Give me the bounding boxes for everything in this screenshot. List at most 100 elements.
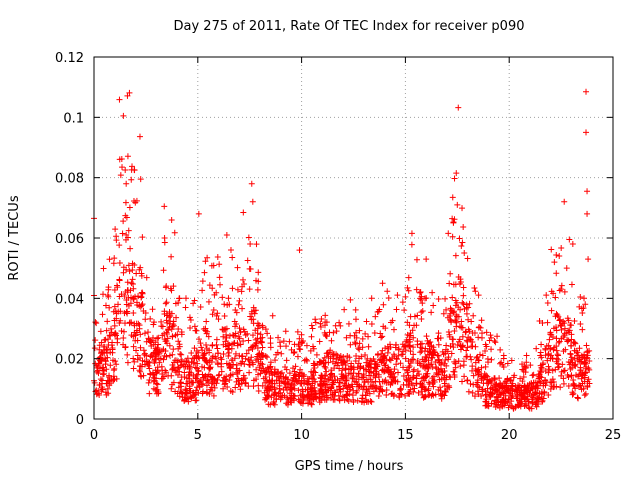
data-point [201,354,208,361]
data-point [365,333,372,340]
data-point [535,401,542,408]
data-point [255,371,262,378]
data-point [435,295,442,302]
data-point [114,339,121,346]
data-point [577,320,584,327]
data-point [326,329,333,336]
data-point [227,371,234,378]
data-point [584,349,591,356]
data-point [451,368,458,375]
data-point [122,343,129,350]
data-point [446,373,453,380]
data-point [341,380,348,387]
data-point [193,397,200,404]
data-point [174,331,181,338]
data-point [419,308,426,315]
data-point [386,368,393,375]
data-point [252,357,259,364]
data-point [245,234,252,241]
data-point [511,388,518,395]
data-point [404,319,411,326]
data-point [429,364,436,371]
data-point [402,392,409,399]
data-point [161,373,168,380]
data-point [122,199,129,206]
data-point [233,321,240,328]
data-point [158,363,165,370]
data-point [517,375,524,382]
data-point [136,367,143,374]
data-point [204,359,211,366]
data-point [268,383,275,390]
data-point [283,357,290,364]
data-point [395,346,402,353]
data-point [173,314,180,321]
data-point [550,346,557,353]
data-point [405,390,412,397]
data-point [417,289,424,296]
data-point [394,292,401,299]
data-point [116,276,123,283]
data-point [449,194,456,201]
data-point [182,295,189,302]
data-point [181,397,188,404]
data-point [187,325,194,332]
data-point [350,370,357,377]
data-point [195,210,202,217]
data-point [273,351,280,358]
data-point [322,312,329,319]
data-point [574,352,581,359]
data-point [304,386,311,393]
data-point [380,355,387,362]
data-point [346,384,353,391]
data-point [398,351,405,358]
data-point [475,366,482,373]
data-point [386,356,393,363]
data-point [529,386,536,393]
data-point [296,335,303,342]
data-point [102,361,109,368]
data-point [206,349,213,356]
data-point [154,367,161,374]
data-point [433,369,440,376]
data-point [512,383,519,390]
data-point [267,344,274,351]
data-point [391,366,398,373]
data-point [206,282,213,289]
data-point [225,295,232,302]
data-point [325,359,332,366]
data-point [472,368,479,375]
data-point [464,255,471,262]
data-point [204,254,211,261]
data-point [241,281,248,288]
data-point [508,357,515,364]
data-point [143,274,150,281]
data-point [544,357,551,364]
data-point [150,350,157,357]
data-point [452,252,459,259]
data-point [225,345,232,352]
x-axis-ticks: 0 5 10 15 20 25 [90,57,621,443]
data-point [560,368,567,375]
data-point [286,390,293,397]
data-point [168,217,175,224]
data-point [366,390,373,397]
data-point [554,351,561,358]
data-point [316,395,323,402]
data-point [197,377,204,384]
data-point [184,390,191,397]
data-point [329,358,336,365]
data-point [322,364,329,371]
data-point [160,346,167,353]
data-point [134,352,141,359]
data-point [268,377,275,384]
data-point [519,366,526,373]
data-point [553,252,560,259]
data-point [353,329,360,336]
data-point [250,316,257,323]
data-point [514,391,521,398]
data-point [547,331,554,338]
data-point [219,294,226,301]
data-point [161,203,168,210]
data-point [336,319,343,326]
